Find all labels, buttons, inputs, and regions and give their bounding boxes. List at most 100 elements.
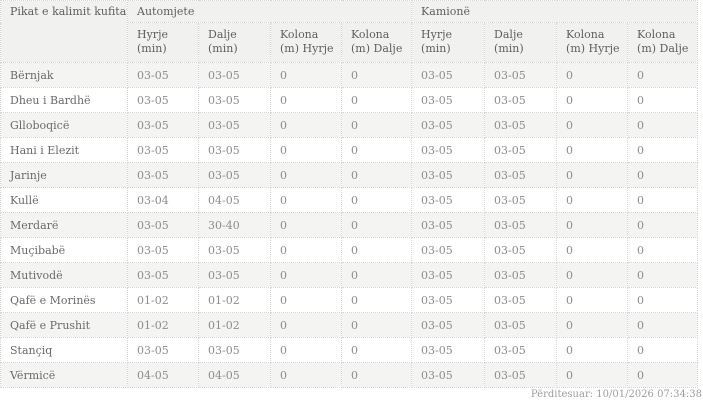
cell-value: 0 [270,187,342,213]
col-header-auto-exit-min: Dalje (min) [198,22,271,63]
cell-value: 03-05 [198,237,271,263]
cell-value: 0 [556,62,629,88]
cell-value: 03-05 [127,87,199,113]
cell-value: 0 [340,362,413,388]
cell-value: 0 [340,212,413,238]
cell-value: 03-05 [198,162,271,188]
table-row: Stançiq 03-05 03-05 0 0 03-05 03-05 0 0 [0,337,699,363]
cell-value: 03-05 [411,112,486,138]
cell-value: 0 [556,87,629,113]
crossing-name: Merdarë [0,212,128,238]
cell-value: 03-05 [484,312,558,338]
crossing-name: Bërnjak [0,62,128,88]
table-row: Mutivodë 03-05 03-05 0 0 03-05 03-05 0 0 [0,262,699,288]
cell-value: 0 [556,312,629,338]
cell-value: 0 [340,137,413,163]
cell-value: 0 [556,362,629,388]
cell-value: 04-05 [198,362,271,388]
header-group-row: Pikat e kalimit kufitar Automjete Kamion… [0,0,699,63]
col-header-truck-queue-exit: Kolona (m) Dalje [627,22,699,63]
crossing-name: Vërmicë [0,362,128,388]
cell-value: 0 [340,262,413,288]
cell-value: 01-02 [198,287,271,313]
cell-value: 03-05 [198,112,271,138]
table-row: Vërmicë 04-05 04-05 0 0 03-05 03-05 0 0 [0,362,699,388]
cell-value: 0 [270,312,342,338]
cell-value: 03-05 [127,237,199,263]
cell-value: 0 [556,162,629,188]
cell-value: 03-05 [127,112,199,138]
cell-value: 03-05 [484,162,558,188]
table-row: Muçibabë 03-05 03-05 0 0 03-05 03-05 0 0 [0,237,699,263]
col-header-truck-entry-min: Hyrje (min) [411,22,486,63]
table-row: Bërnjak 03-05 03-05 0 0 03-05 03-05 0 0 [0,62,699,88]
cell-value: 0 [556,137,629,163]
cell-value: 03-05 [127,62,199,88]
cell-value: 0 [556,337,629,363]
cell-value: 0 [627,237,699,263]
cell-value: 0 [270,87,342,113]
group-header-vehicles: Automjete [126,0,413,23]
col-header-truck-queue-entry: Kolona (m) Hyrje [556,22,629,63]
table-row: Qafë e Prushit 01-02 01-02 0 0 03-05 03-… [0,312,699,338]
cell-value: 03-05 [127,212,199,238]
col-header-auto-entry-min: Hyrje (min) [127,22,199,63]
crossing-name: Qafë e Morinës [0,287,128,313]
cell-value: 0 [627,287,699,313]
cell-value: 03-05 [484,137,558,163]
cell-value: 0 [270,362,342,388]
cell-value: 03-05 [411,362,486,388]
cell-value: 03-05 [484,62,558,88]
col-header-auto-queue-entry: Kolona (m) Hyrje [270,22,342,63]
cell-value: 0 [627,312,699,338]
crossing-name: Dheu i Bardhë [0,87,128,113]
cell-value: 0 [270,162,342,188]
cell-value: 03-05 [198,337,271,363]
cell-value: 03-05 [127,262,199,288]
cell-value: 03-05 [411,262,486,288]
crossing-name: Hani i Elezit [0,137,128,163]
last-updated-timestamp: Përditesuar: 10/01/2026 07:34:38 [530,389,702,400]
col-header-crossing-points: Pikat e kalimit kufitar [0,0,128,63]
cell-value: 03-04 [127,187,199,213]
cell-value: 0 [270,237,342,263]
cell-value: 03-05 [411,237,486,263]
cell-value: 0 [556,187,629,213]
cell-value: 0 [556,112,629,138]
cell-value: 03-05 [198,87,271,113]
cell-value: 0 [270,262,342,288]
cell-value: 0 [627,137,699,163]
cell-value: 0 [340,62,413,88]
cell-value: 0 [270,62,342,88]
cell-value: 0 [340,287,413,313]
crossing-name: Jarinje [0,162,128,188]
header-sub-row: Hyrje (min) Dalje (min) Kolona (m) Hyrje… [1,22,699,63]
cell-value: 0 [627,187,699,213]
cell-value: 0 [340,112,413,138]
table-row: Qafë e Morinës 01-02 01-02 0 0 03-05 03-… [0,287,699,313]
cell-value: 0 [340,237,413,263]
cell-value: 0 [340,187,413,213]
table-row: Hani i Elezit 03-05 03-05 0 0 03-05 03-0… [0,137,699,163]
cell-value: 0 [627,212,699,238]
cell-value: 03-05 [484,237,558,263]
cell-value: 03-05 [484,262,558,288]
cell-value: 0 [270,287,342,313]
cell-value: 03-05 [411,62,486,88]
cell-value: 03-05 [411,212,486,238]
cell-value: 0 [556,287,629,313]
cell-value: 04-05 [198,187,271,213]
cell-value: 0 [627,337,699,363]
cell-value: 03-05 [411,312,486,338]
cell-value: 03-05 [484,337,558,363]
cell-value: 01-02 [127,287,199,313]
cell-value: 04-05 [127,362,199,388]
cell-value: 0 [556,212,629,238]
crossing-name: Kullë [0,187,128,213]
crossing-name: Mutivodë [0,262,128,288]
cell-value: 0 [627,362,699,388]
cell-value: 03-05 [484,187,558,213]
cell-value: 03-05 [127,337,199,363]
cell-value: 0 [270,137,342,163]
